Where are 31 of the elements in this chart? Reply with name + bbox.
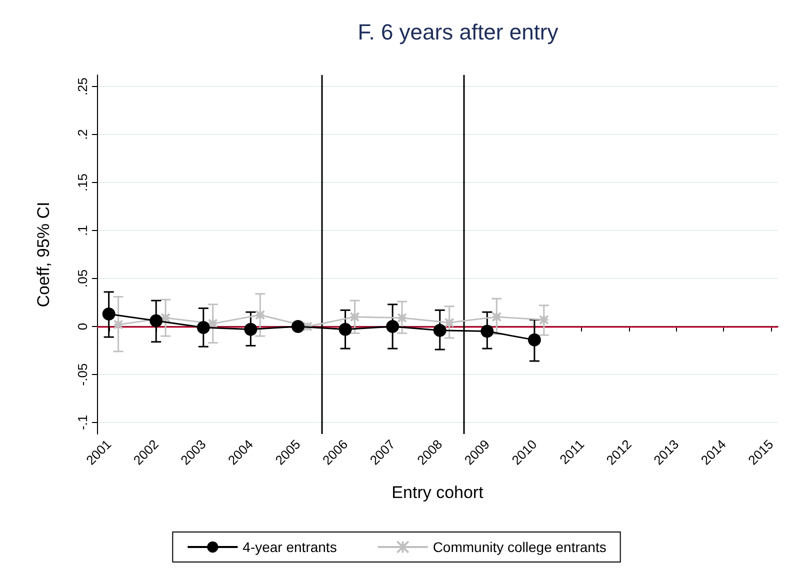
point — [255, 310, 266, 320]
chart-title: F. 6 years after entry — [358, 20, 558, 44]
point — [302, 321, 312, 332]
y-tick-label: .25 — [75, 77, 90, 96]
point — [338, 322, 352, 336]
point — [102, 308, 116, 321]
point — [292, 320, 304, 333]
point — [244, 322, 258, 336]
point — [150, 314, 163, 328]
point — [433, 324, 446, 337]
y-tick-label: -.05 — [75, 363, 90, 386]
point — [208, 318, 218, 329]
y-tick-label: .2 — [75, 129, 90, 140]
y-axis-title: Coeff, 95% CI — [34, 202, 53, 308]
point — [350, 312, 360, 322]
y-tick-label: .05 — [75, 269, 90, 288]
x-axis-title: Entry cohort — [392, 483, 484, 502]
point — [528, 333, 541, 346]
legend-label: Community college entrants — [432, 539, 606, 555]
y-tick-label: 0 — [75, 322, 90, 330]
point — [480, 324, 494, 338]
point — [444, 318, 454, 328]
point — [196, 320, 210, 334]
legend-label: 4-year entrants — [242, 539, 337, 555]
point — [397, 312, 408, 323]
point — [386, 320, 400, 333]
y-tick-label: .15 — [75, 173, 90, 192]
point — [492, 312, 502, 322]
y-tick-label: .1 — [75, 225, 90, 236]
point — [160, 312, 171, 323]
y-tick-label: -.1 — [75, 414, 90, 430]
